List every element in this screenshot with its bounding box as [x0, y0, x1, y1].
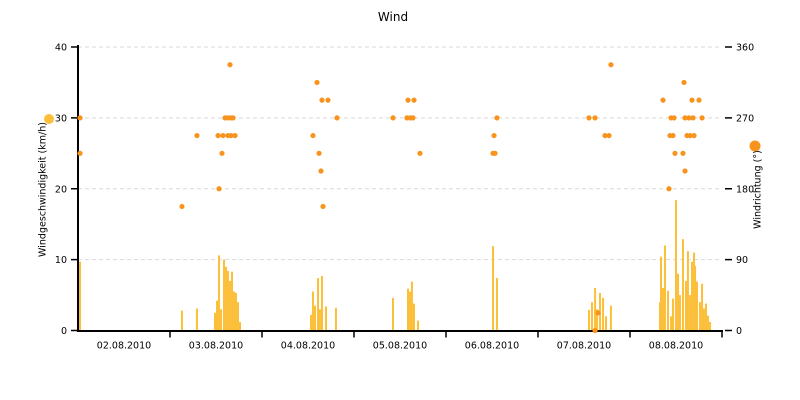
direction-dot — [232, 132, 238, 139]
right-tick-label: 180 — [736, 184, 754, 195]
direction-dot — [686, 115, 692, 121]
direction-dot — [405, 97, 411, 103]
direction-dot — [492, 150, 498, 156]
direction-dot — [595, 310, 601, 316]
direction-dot — [602, 132, 608, 139]
direction-dot — [680, 150, 686, 156]
x-tick-label: 02.08.2010 — [97, 341, 151, 352]
x-tick-label: 04.08.2010 — [281, 341, 335, 352]
right-tick-label: 0 — [736, 326, 742, 337]
direction-dot — [699, 115, 705, 121]
direction-dot — [220, 132, 226, 139]
direction-dot — [660, 97, 666, 103]
direction-dot — [319, 97, 325, 103]
direction-dot — [215, 132, 221, 139]
direction-dot — [672, 150, 678, 156]
direction-dot — [689, 97, 695, 103]
direction-dot — [228, 132, 234, 139]
direction-dot — [325, 97, 331, 103]
left-tick-label: 20 — [55, 184, 67, 195]
right-tick-label: 270 — [736, 113, 754, 124]
direction-dot — [687, 132, 693, 139]
direction-dot — [682, 168, 688, 174]
left-tick-label: 10 — [55, 255, 67, 266]
left-tick-label: 30 — [55, 113, 67, 124]
speed-legend-marker — [44, 114, 54, 124]
direction-dot — [491, 132, 497, 139]
direction-dot — [179, 203, 185, 210]
left-tick-label: 40 — [55, 43, 67, 54]
x-tick-label: 06.08.2010 — [465, 341, 519, 352]
direction-dot — [606, 132, 612, 139]
direction-dot — [696, 97, 702, 103]
direction-dot — [411, 97, 417, 103]
direction-dot — [227, 62, 233, 68]
direction-dot — [316, 150, 322, 156]
direction-dot — [608, 62, 614, 68]
direction-dot — [494, 115, 500, 121]
chart-title: Wind — [377, 10, 409, 24]
direction-dot — [592, 115, 598, 121]
right-tick-label: 360 — [736, 43, 754, 54]
direction-dot — [670, 132, 676, 139]
direction-dot — [410, 115, 416, 121]
left-tick-label: 0 — [61, 326, 67, 337]
x-tick-label: 07.08.2010 — [557, 341, 611, 352]
x-tick-label: 08.08.2010 — [649, 341, 703, 352]
direction-dot — [671, 115, 677, 121]
x-tick-label: 03.08.2010 — [189, 341, 243, 352]
x-tick-label: 05.08.2010 — [373, 341, 427, 352]
direction-legend-marker — [749, 140, 761, 152]
direction-dot — [310, 132, 316, 139]
direction-dot — [691, 132, 697, 139]
right-tick-label: 90 — [736, 255, 748, 266]
direction-dot — [681, 79, 687, 86]
direction-dot — [334, 115, 340, 121]
direction-dot — [77, 150, 83, 156]
direction-dot — [216, 186, 222, 192]
direction-dot — [77, 115, 83, 121]
direction-dot — [318, 168, 324, 174]
direction-dot — [592, 327, 598, 334]
direction-dot — [690, 115, 696, 121]
direction-dot — [682, 115, 688, 121]
direction-dot — [314, 79, 320, 86]
direction-dot — [390, 115, 396, 121]
direction-dot — [194, 132, 200, 139]
direction-dot — [666, 186, 672, 192]
direction-dot — [230, 115, 236, 121]
direction-dot — [417, 150, 423, 156]
direction-dot — [320, 203, 326, 210]
direction-dot — [219, 150, 225, 156]
direction-dot — [586, 115, 592, 121]
